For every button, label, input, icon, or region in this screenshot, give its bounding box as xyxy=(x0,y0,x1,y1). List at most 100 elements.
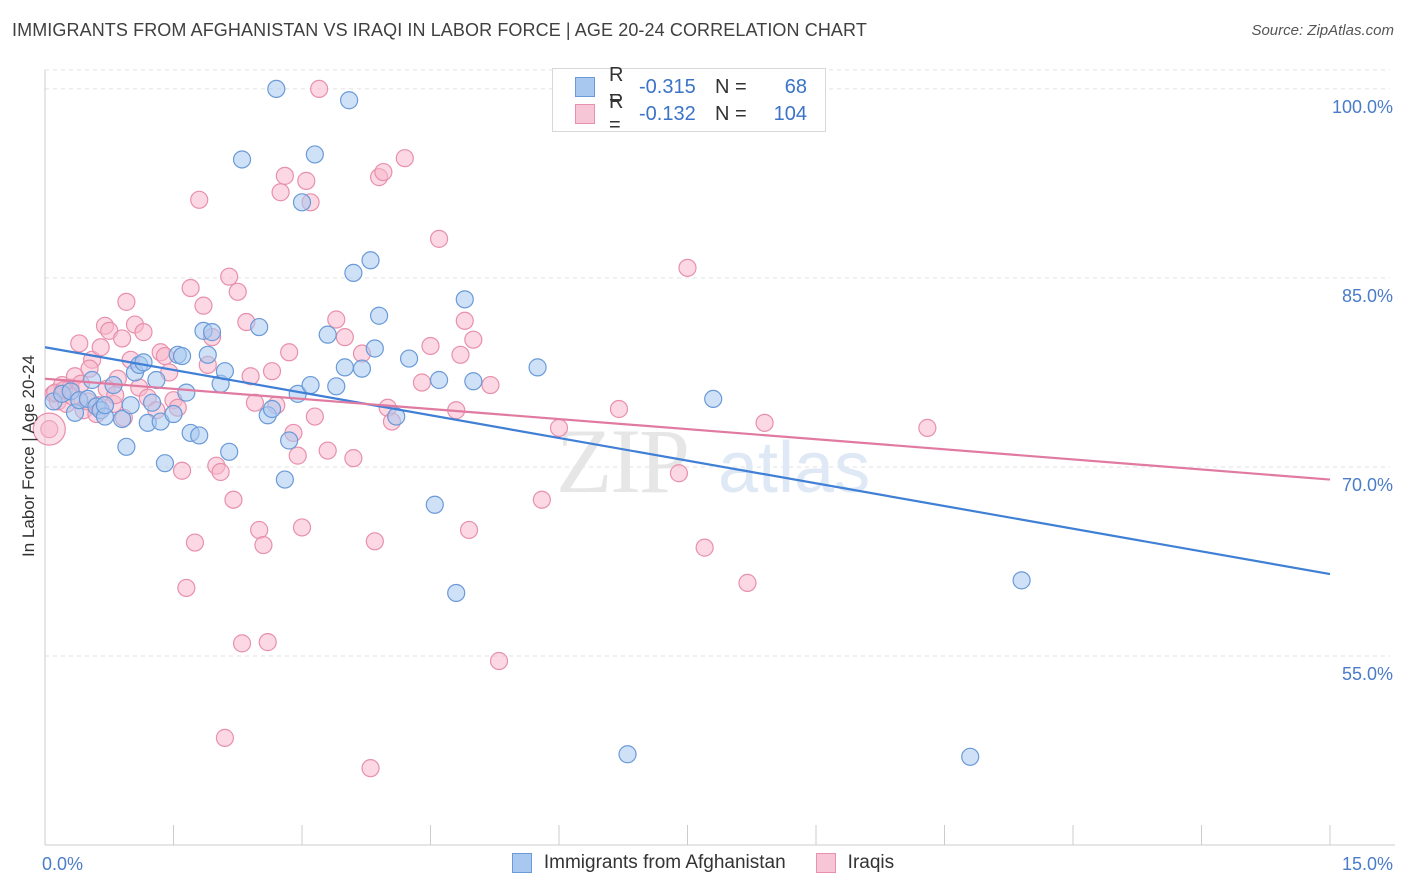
series-afghanistan-points xyxy=(44,79,1031,766)
data-point-iraqis xyxy=(344,449,363,468)
legend-swatch-pink xyxy=(815,853,836,873)
chart-title: IMMIGRANTS FROM AFGHANISTAN VS IRAQI IN … xyxy=(12,20,867,40)
data-point-afghanistan xyxy=(134,353,153,372)
legend-row-afghanistan: R = -0.315 N = 68 xyxy=(575,64,807,109)
legend-swatch-blue xyxy=(511,853,532,873)
data-point-afghanistan xyxy=(318,325,337,344)
data-point-iraqis xyxy=(258,633,277,652)
data-point-iraqis xyxy=(91,338,110,357)
x-tick-label: 0.0% xyxy=(42,854,83,874)
data-point-afghanistan xyxy=(344,263,363,282)
stats-legend: R = -0.315 N = 68 R = -0.132 N = 104 xyxy=(552,64,826,136)
data-point-iraqis xyxy=(224,490,243,509)
data-point-iraqis xyxy=(429,229,449,248)
data-point-afghanistan xyxy=(340,91,359,110)
data-point-afghanistan xyxy=(327,377,346,396)
data-point-iraqis xyxy=(412,373,432,392)
data-point-afghanistan xyxy=(352,359,372,378)
watermark-zip: ZIP xyxy=(556,410,688,512)
data-point-afghanistan xyxy=(262,399,282,419)
data-point-iraqis xyxy=(254,535,273,555)
data-point-iraqis xyxy=(262,362,282,381)
data-point-iraqis xyxy=(755,413,774,432)
data-point-afghanistan xyxy=(112,409,132,429)
data-point-afghanistan xyxy=(399,349,419,368)
data-point-iraqis xyxy=(365,532,384,551)
legend-row-iraqis: R = -0.132 N = 104 xyxy=(575,91,807,136)
data-point-afghanistan xyxy=(267,79,286,99)
data-point-afghanistan xyxy=(280,431,299,450)
legend-r-value: -0.315 xyxy=(639,75,696,98)
data-point-iraqis xyxy=(918,418,937,437)
data-point-iraqis xyxy=(678,258,697,277)
data-point-afghanistan xyxy=(361,251,380,270)
data-point-afghanistan xyxy=(387,407,406,426)
data-point-iraqis xyxy=(361,759,380,778)
data-point-afghanistan xyxy=(429,370,449,390)
data-point-iraqis-cluster xyxy=(32,412,66,446)
y-tick-label: 100.0% xyxy=(1332,97,1393,117)
data-point-iraqis xyxy=(172,461,192,480)
data-point-afghanistan xyxy=(275,470,294,489)
legend-n-label: N = xyxy=(715,102,747,125)
data-point-afghanistan xyxy=(198,345,217,364)
y-tick-label: 70.0% xyxy=(1342,475,1393,495)
data-point-iraqis xyxy=(190,190,209,209)
legend-swatch-blue xyxy=(575,77,595,97)
data-point-iraqis xyxy=(271,183,290,202)
x-tick-label: 15.0% xyxy=(1342,854,1393,874)
data-point-afghanistan xyxy=(250,317,269,337)
data-point-iraqis xyxy=(305,407,324,426)
watermark-atlas: atlas xyxy=(718,428,870,508)
data-point-afghanistan xyxy=(305,145,324,164)
data-point-afghanistan xyxy=(232,150,252,169)
y-tick-label: 55.0% xyxy=(1342,664,1393,684)
data-point-afghanistan xyxy=(961,747,980,766)
data-point-iraqis xyxy=(292,518,312,537)
data-point-iraqis xyxy=(280,343,299,362)
legend-label-iraqis: Iraqis xyxy=(847,852,895,873)
trend-line-iraqis xyxy=(44,377,1331,481)
data-point-iraqis xyxy=(211,462,230,482)
trend-line-afghanistan xyxy=(44,346,1331,576)
data-point-iraqis xyxy=(117,292,136,311)
data-point-iraqis xyxy=(70,334,89,353)
data-point-afghanistan xyxy=(1012,571,1031,590)
data-point-iraqis xyxy=(695,538,714,557)
watermark: ZIP atlas xyxy=(556,410,870,512)
data-point-iraqis xyxy=(215,728,234,747)
tick-labels: 55.0% 70.0% 85.0% 100.0% 0.0% 15.0% xyxy=(42,97,1393,874)
legend-r-value: -0.132 xyxy=(639,102,696,125)
data-point-afghanistan xyxy=(83,370,102,390)
data-point-afghanistan xyxy=(447,583,466,603)
data-point-afghanistan xyxy=(370,306,389,325)
data-point-iraqis xyxy=(232,634,252,653)
data-point-afghanistan xyxy=(220,442,239,461)
legend-r-label: R = xyxy=(609,64,624,109)
axes xyxy=(44,70,1395,846)
data-point-iraqis xyxy=(310,79,329,99)
data-point-iraqis xyxy=(327,310,346,329)
trend-lines xyxy=(44,346,1331,576)
data-point-afghanistan xyxy=(177,383,196,402)
legend-n-label: N = xyxy=(715,75,747,98)
data-point-afghanistan xyxy=(301,375,320,395)
legend-label-afghanistan: Immigrants from Afghanistan xyxy=(543,852,786,873)
data-point-afghanistan xyxy=(704,389,723,409)
data-point-iraqis xyxy=(241,367,260,386)
legend-item-iraqis: Iraqis xyxy=(815,852,895,874)
data-point-iraqis xyxy=(374,162,393,182)
legend-swatch-pink xyxy=(575,104,595,124)
data-point-iraqis xyxy=(335,328,354,347)
data-point-afghanistan xyxy=(190,426,209,445)
data-point-iraqis xyxy=(451,345,470,364)
data-point-iraqis xyxy=(459,520,479,540)
data-point-afghanistan xyxy=(618,745,637,764)
data-point-iraqis xyxy=(40,420,59,439)
data-point-afghanistan xyxy=(117,437,136,456)
data-point-iraqis xyxy=(177,578,196,598)
y-tick-label: 85.0% xyxy=(1342,286,1393,306)
data-point-iraqis xyxy=(532,490,551,509)
data-point-afghanistan xyxy=(464,372,483,391)
